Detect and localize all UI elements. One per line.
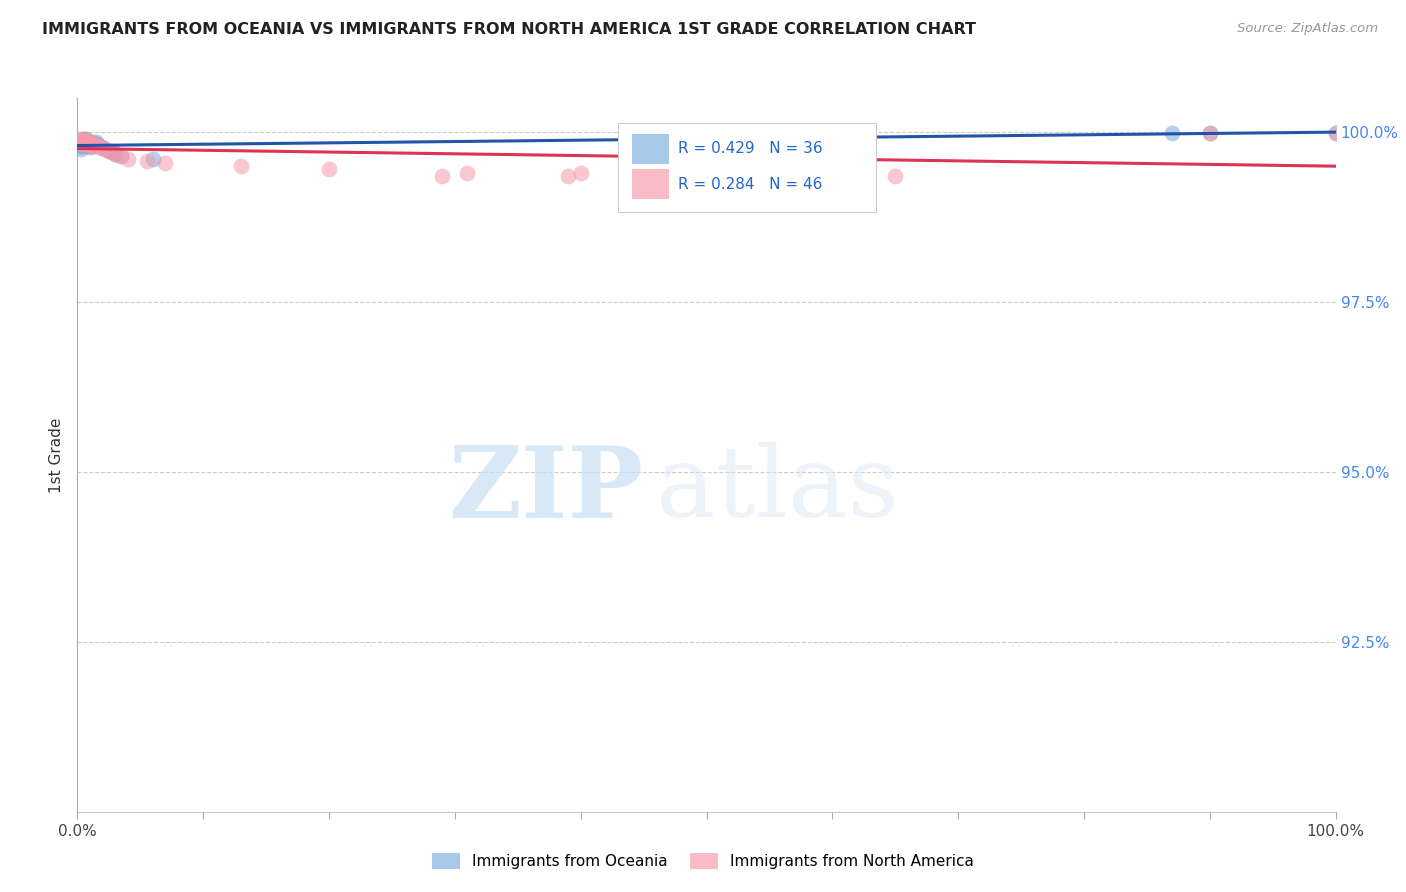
Text: atlas: atlas — [657, 442, 898, 539]
Point — [76, 136, 98, 150]
Point — [73, 136, 96, 151]
Point — [79, 136, 101, 151]
Point — [72, 133, 94, 147]
Point — [72, 134, 94, 148]
Point — [79, 136, 101, 150]
Point — [79, 136, 101, 150]
Point — [80, 136, 103, 150]
Point — [79, 140, 101, 154]
Point — [70, 136, 93, 150]
Point — [72, 136, 94, 150]
Point — [1199, 127, 1222, 141]
Point — [76, 136, 98, 150]
Point — [77, 136, 100, 150]
Point — [75, 136, 97, 150]
Point — [91, 141, 114, 155]
Text: Source: ZipAtlas.com: Source: ZipAtlas.com — [1237, 22, 1378, 36]
Point — [86, 138, 108, 153]
Point — [77, 137, 100, 152]
Legend: Immigrants from Oceania, Immigrants from North America: Immigrants from Oceania, Immigrants from… — [426, 847, 980, 875]
Point — [89, 140, 111, 154]
Point — [91, 140, 114, 154]
Point — [83, 138, 105, 153]
Point — [142, 153, 165, 167]
Point — [73, 134, 96, 148]
Point — [97, 144, 120, 158]
Point — [456, 166, 478, 180]
Point — [72, 132, 94, 146]
Point — [1161, 127, 1184, 141]
Point — [104, 146, 127, 161]
Point — [72, 136, 94, 150]
Point — [633, 166, 655, 180]
Point — [76, 137, 98, 152]
Point — [117, 153, 139, 167]
Text: R = 0.284   N = 46: R = 0.284 N = 46 — [678, 177, 823, 192]
Point — [84, 136, 107, 150]
Point — [884, 169, 907, 184]
Point — [77, 138, 100, 153]
Point — [110, 149, 132, 163]
Point — [75, 136, 97, 150]
FancyBboxPatch shape — [633, 169, 669, 200]
Point — [70, 138, 93, 153]
Point — [86, 137, 108, 152]
Point — [101, 145, 124, 160]
Point — [84, 138, 107, 153]
Point — [318, 162, 340, 177]
Point — [104, 146, 127, 161]
Point — [73, 136, 96, 150]
Point — [82, 137, 104, 152]
Point — [80, 137, 103, 152]
Point — [70, 137, 93, 152]
Point — [1324, 127, 1347, 141]
Point — [73, 134, 96, 148]
Point — [155, 155, 177, 169]
FancyBboxPatch shape — [633, 134, 669, 164]
Point — [135, 153, 157, 168]
Text: ZIP: ZIP — [449, 442, 644, 539]
Point — [70, 142, 93, 156]
Point — [1199, 127, 1222, 141]
FancyBboxPatch shape — [619, 123, 876, 212]
Point — [76, 134, 98, 148]
Point — [77, 136, 100, 151]
Text: IMMIGRANTS FROM OCEANIA VS IMMIGRANTS FROM NORTH AMERICA 1ST GRADE CORRELATION C: IMMIGRANTS FROM OCEANIA VS IMMIGRANTS FR… — [42, 22, 976, 37]
Point — [84, 136, 107, 151]
Point — [110, 149, 132, 163]
Point — [557, 169, 579, 184]
Y-axis label: 1st Grade: 1st Grade — [49, 417, 65, 492]
Point — [94, 142, 117, 156]
Point — [73, 136, 96, 151]
Point — [758, 127, 780, 141]
Point — [72, 138, 94, 153]
Point — [82, 136, 104, 150]
Point — [97, 144, 120, 158]
Point — [229, 159, 252, 173]
Point — [101, 145, 124, 160]
Point — [80, 138, 103, 153]
Point — [1324, 127, 1347, 141]
Point — [834, 166, 856, 180]
Point — [84, 136, 107, 151]
Point — [77, 136, 100, 150]
Point — [432, 169, 454, 184]
Point — [75, 132, 97, 146]
Point — [87, 138, 110, 153]
Point — [70, 136, 93, 150]
Text: R = 0.429   N = 36: R = 0.429 N = 36 — [678, 141, 823, 156]
Point — [72, 135, 94, 149]
Point — [72, 132, 94, 146]
Point — [94, 142, 117, 156]
Point — [83, 138, 105, 153]
Point — [69, 132, 91, 146]
Point — [569, 166, 592, 180]
Point — [75, 137, 97, 152]
